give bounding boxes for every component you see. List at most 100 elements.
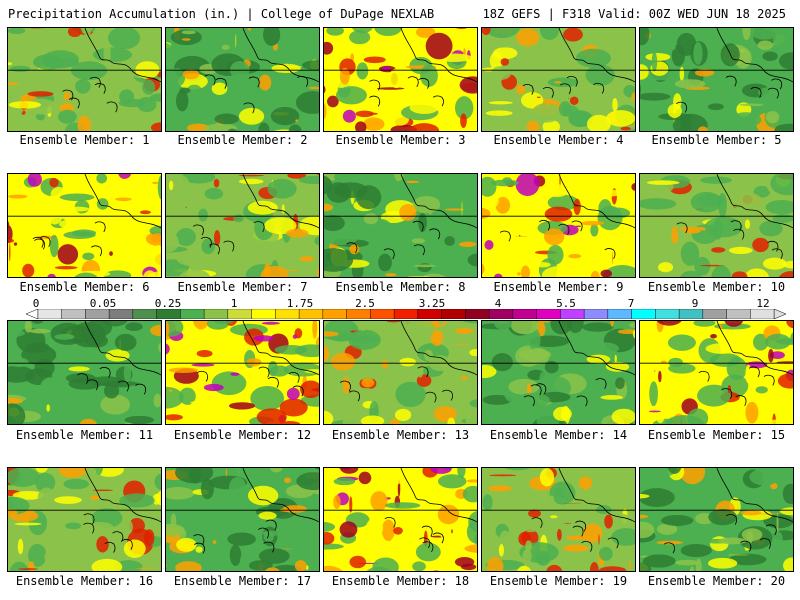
colorbar-tick-label: 9 bbox=[691, 297, 699, 310]
colorbar-cell bbox=[370, 309, 395, 319]
precip-field bbox=[166, 468, 319, 571]
ensemble-member-panel bbox=[165, 27, 320, 132]
colorbar-cell bbox=[750, 309, 775, 319]
ensemble-member-label: Ensemble Member: 20 bbox=[647, 574, 786, 588]
ensemble-member-panel bbox=[7, 320, 162, 425]
colorbar-tick-label: 2.5 bbox=[355, 297, 375, 310]
precip-field bbox=[640, 468, 793, 571]
colorbar-cell bbox=[156, 309, 181, 319]
ensemble-member-label: Ensemble Member: 14 bbox=[489, 428, 628, 442]
colorbar-cell bbox=[678, 309, 704, 319]
ensemble-member-label: Ensemble Member: 11 bbox=[15, 428, 154, 442]
precip-field bbox=[8, 174, 161, 277]
colorbar-tick-label: 0.25 bbox=[154, 297, 182, 310]
precip-field bbox=[8, 321, 161, 424]
colorbar-cell bbox=[607, 309, 632, 319]
colorbar-cell bbox=[488, 309, 514, 319]
ensemble-member-label: Ensemble Member: 1 bbox=[19, 133, 150, 147]
colorbar-tick-label: 7 bbox=[627, 297, 635, 310]
colorbar-tick-label: 3.25 bbox=[418, 297, 446, 310]
precip-field bbox=[166, 28, 319, 131]
precip-field bbox=[324, 28, 477, 131]
ensemble-member-label: Ensemble Member: 5 bbox=[651, 133, 782, 147]
ensemble-member-label: Ensemble Member: 19 bbox=[489, 574, 628, 588]
colorbar-tick-label: 12 bbox=[756, 297, 770, 310]
precip-field bbox=[482, 468, 635, 571]
precip-field bbox=[482, 321, 635, 424]
precip-field bbox=[640, 28, 793, 131]
colorbar-tick-label: 5.5 bbox=[556, 297, 576, 310]
precip-field bbox=[8, 468, 161, 571]
ensemble-member-panel bbox=[7, 467, 162, 572]
precip-field bbox=[324, 321, 477, 424]
precip-field bbox=[324, 468, 477, 571]
colorbar-tick-label: 0 bbox=[32, 297, 40, 310]
ensemble-member-panel bbox=[481, 467, 636, 572]
colorbar bbox=[26, 309, 786, 319]
ensemble-member-label: Ensemble Member: 15 bbox=[647, 428, 786, 442]
ensemble-member-panel bbox=[323, 467, 478, 572]
map-title: Precipitation Accumulation (in.) | Colle… bbox=[8, 7, 435, 21]
ensemble-member-label: Ensemble Member: 13 bbox=[331, 428, 470, 442]
precip-field bbox=[640, 321, 793, 424]
colorbar-cell bbox=[393, 309, 419, 319]
ensemble-member-label: Ensemble Member: 8 bbox=[335, 280, 466, 294]
colorbar-cell bbox=[37, 309, 62, 319]
colorbar-cell bbox=[346, 309, 371, 319]
colorbar-cell bbox=[132, 309, 157, 319]
ensemble-member-panel bbox=[639, 320, 794, 425]
colorbar-cell bbox=[298, 309, 324, 319]
ensemble-member-label: Ensemble Member: 16 bbox=[15, 574, 154, 588]
ensemble-member-label: Ensemble Member: 6 bbox=[19, 280, 150, 294]
colorbar-tick-label: 1 bbox=[230, 297, 238, 310]
ensemble-member-label: Ensemble Member: 10 bbox=[647, 280, 786, 294]
ensemble-member-panel bbox=[639, 27, 794, 132]
ensemble-member-panel bbox=[639, 173, 794, 278]
colorbar-cell bbox=[61, 309, 86, 319]
colorbar-cell bbox=[85, 309, 110, 319]
colorbar-cell bbox=[536, 309, 561, 319]
colorbar-cell bbox=[203, 309, 229, 319]
ensemble-member-panel bbox=[639, 467, 794, 572]
model-run-info: 18Z GEFS | F318 Valid: 00Z WED JUN 18 20… bbox=[482, 7, 786, 21]
colorbar-cell bbox=[275, 309, 300, 319]
colorbar-cell bbox=[512, 309, 537, 319]
ensemble-member-panel bbox=[165, 467, 320, 572]
header: Precipitation Accumulation (in.) | Colle… bbox=[0, 0, 800, 26]
ensemble-member-panel bbox=[165, 320, 320, 425]
colorbar-tick-label: 0.05 bbox=[89, 297, 117, 310]
colorbar-cell bbox=[655, 309, 680, 319]
ensemble-member-panel bbox=[481, 27, 636, 132]
ensemble-member-label: Ensemble Member: 18 bbox=[331, 574, 470, 588]
colorbar-cell bbox=[108, 309, 134, 319]
ensemble-member-panel bbox=[165, 173, 320, 278]
colorbar-cell bbox=[583, 309, 609, 319]
ensemble-member-label: Ensemble Member: 7 bbox=[177, 280, 308, 294]
colorbar-cell bbox=[702, 309, 727, 319]
ensemble-member-label: Ensemble Member: 17 bbox=[173, 574, 312, 588]
colorbar-tick-label: 1.75 bbox=[286, 297, 314, 310]
ensemble-member-panel bbox=[7, 27, 162, 132]
precip-field bbox=[166, 174, 319, 277]
colorbar-cell bbox=[322, 309, 347, 319]
precip-field bbox=[8, 28, 161, 131]
precip-field bbox=[324, 174, 477, 277]
precip-field bbox=[482, 174, 635, 277]
ensemble-member-label: Ensemble Member: 3 bbox=[335, 133, 466, 147]
colorbar-arrow-right bbox=[773, 309, 786, 319]
colorbar-tick-label: 4 bbox=[494, 297, 502, 310]
colorbar-cell bbox=[560, 309, 585, 319]
colorbar-cell bbox=[251, 309, 276, 319]
colorbar-arrow-left bbox=[26, 309, 39, 319]
ensemble-member-label: Ensemble Member: 12 bbox=[173, 428, 312, 442]
ensemble-member-label: Ensemble Member: 9 bbox=[493, 280, 624, 294]
ensemble-member-label: Ensemble Member: 2 bbox=[177, 133, 308, 147]
colorbar-cell bbox=[227, 309, 252, 319]
ensemble-member-panel bbox=[481, 320, 636, 425]
colorbar-cell bbox=[417, 309, 442, 319]
precip-field bbox=[482, 28, 635, 131]
colorbar-cell bbox=[180, 309, 205, 319]
colorbar-cell bbox=[726, 309, 751, 319]
ensemble-member-panel bbox=[323, 27, 478, 132]
ensemble-member-panel bbox=[323, 173, 478, 278]
